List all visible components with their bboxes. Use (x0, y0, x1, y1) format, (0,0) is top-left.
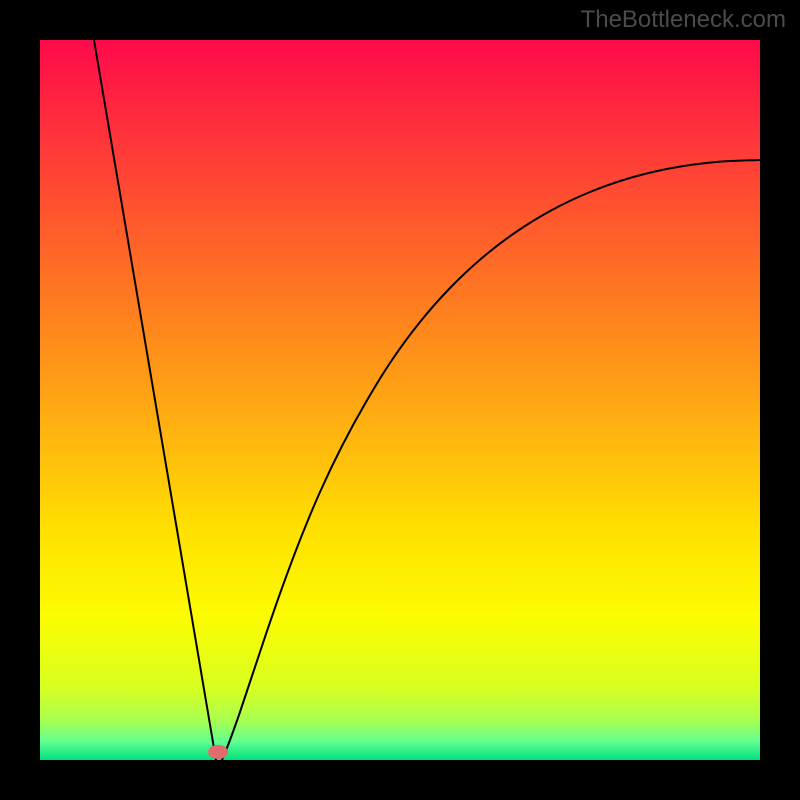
watermark-text: TheBottleneck.com (581, 6, 786, 34)
min-marker (208, 745, 228, 759)
plot-area (40, 40, 760, 760)
gradient-background (40, 40, 760, 760)
outer-frame: TheBottleneck.com (0, 0, 800, 800)
plot-svg (40, 40, 760, 760)
